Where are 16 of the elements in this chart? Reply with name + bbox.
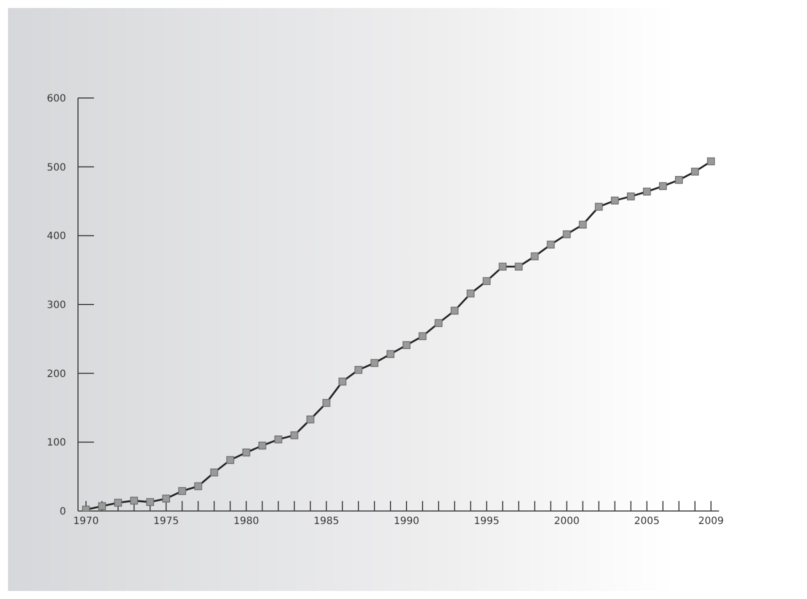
x-tick-label: 2009: [698, 516, 724, 528]
x-tick-label: 1990: [394, 516, 420, 528]
x-tick-label: 1995: [474, 516, 500, 528]
y-tick-label: 100: [46, 438, 66, 449]
x-tick-label: 1985: [314, 516, 340, 528]
x-tick-label: 1970: [73, 516, 99, 528]
y-tick-label: 600: [46, 94, 66, 105]
x-tick-label: 2005: [634, 516, 660, 528]
y-tick-label: 0: [60, 506, 66, 518]
y-tick-label: 500: [46, 162, 66, 174]
x-tick-label: 1980: [234, 516, 259, 528]
y-tick-label: 300: [46, 300, 66, 312]
x-tick-label: 2000: [554, 516, 580, 528]
x-tick-label: 1975: [153, 516, 179, 528]
y-tick-label: 400: [46, 231, 66, 242]
y-tick-label: 200: [46, 368, 66, 380]
